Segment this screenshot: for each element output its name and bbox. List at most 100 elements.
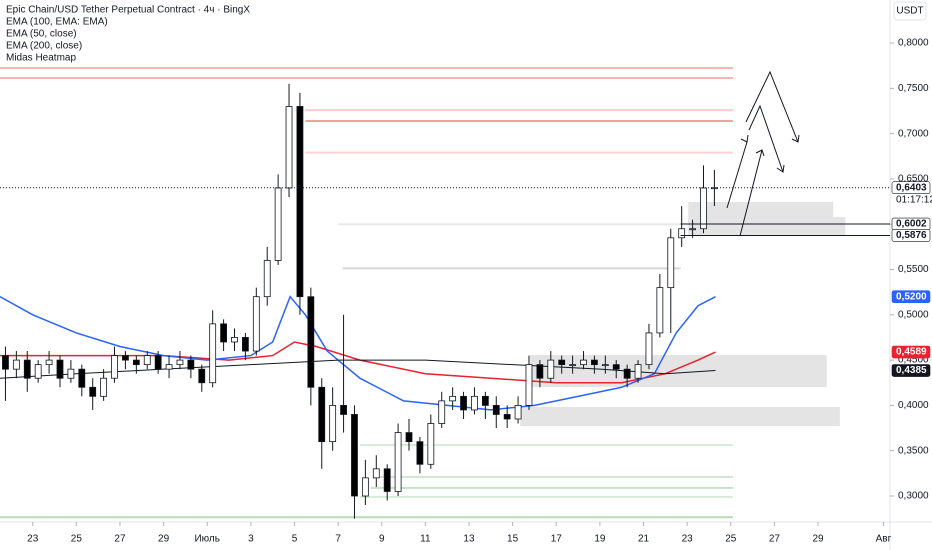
candle-body	[296, 106, 304, 298]
y-tick-label: 0,5500	[898, 264, 929, 275]
candle-body	[2, 355, 9, 370]
candle-body	[285, 106, 293, 189]
candle-body	[634, 364, 642, 379]
chart-title: Epic Chain/USD Tether Perpetual Contract…	[6, 5, 250, 16]
candle-body	[209, 323, 217, 384]
price-label-box	[891, 364, 931, 377]
candle-body	[525, 364, 533, 406]
candle-body	[514, 405, 522, 420]
arrow-head	[791, 134, 800, 143]
candle-body	[100, 377, 108, 397]
candle-body	[569, 364, 577, 367]
candle-body	[45, 359, 53, 366]
arrow-head	[776, 164, 785, 173]
y-tick-label: 0,3000	[898, 491, 929, 502]
candle-body	[89, 386, 97, 397]
candle-body	[612, 364, 620, 370]
x-tick-label: 7	[335, 534, 341, 545]
x-tick-label: 9	[379, 534, 385, 545]
projection-line	[726, 141, 748, 209]
candle-body	[307, 296, 315, 388]
candle-body	[67, 368, 75, 379]
y-tick-label: 0,3500	[898, 445, 929, 456]
price-label: 0,5200	[896, 291, 927, 302]
x-tick-label: 29	[812, 534, 824, 545]
candle-layer	[2, 83, 718, 519]
legend-entry[interactable]: Midas Heatmap	[6, 53, 76, 64]
candle-body	[78, 368, 86, 388]
candle-body	[667, 237, 675, 289]
candle-body	[481, 395, 489, 406]
heatmap-layer	[0, 67, 846, 519]
y-tick-label: 0,7500	[898, 83, 929, 94]
currency-box[interactable]	[893, 1, 927, 21]
heat-zone	[520, 407, 840, 426]
candle-body	[383, 468, 391, 492]
candle-body	[438, 400, 446, 424]
candle-body	[547, 359, 555, 379]
y-tick-label: 0,4500	[898, 355, 929, 366]
candle-body	[394, 432, 402, 492]
candle-body	[503, 414, 511, 420]
candle-body	[492, 405, 500, 415]
x-tick-label: 27	[769, 534, 781, 545]
candle-body	[645, 332, 653, 366]
candle-body	[689, 228, 696, 231]
candle-body	[231, 337, 238, 343]
legend: Epic Chain/USD Tether Perpetual Contract…	[6, 5, 250, 64]
candle-body	[198, 368, 206, 384]
x-tick-label: 17	[551, 534, 563, 545]
y-tick-label: 0,8000	[898, 38, 929, 49]
currency[interactable]: USDT	[896, 6, 923, 17]
countdown: 01:17:12	[896, 194, 932, 205]
candle-body	[242, 337, 249, 352]
candle-body	[34, 364, 42, 379]
candle-body	[12, 359, 20, 370]
projection-drawings	[726, 70, 800, 237]
candle-body	[361, 477, 369, 497]
candle-body	[656, 287, 664, 334]
candle-body	[460, 395, 467, 411]
x-tick-label: 23	[27, 534, 39, 545]
candle-body	[678, 228, 686, 239]
price-label: 0,4385	[896, 365, 927, 376]
price-label: 0,6002	[896, 219, 927, 230]
candle-body	[372, 468, 380, 479]
candle-body	[405, 432, 413, 443]
candle-body	[449, 395, 457, 402]
candle-body	[318, 386, 326, 443]
price-label: 0,4589	[896, 347, 927, 358]
legend-entry[interactable]: EMA (50, close)	[6, 29, 77, 40]
candle-body	[23, 359, 31, 379]
x-tick-label: Июль	[194, 534, 220, 545]
x-tick-label: 19	[594, 534, 606, 545]
projection-line	[745, 70, 799, 143]
candle-body	[416, 441, 424, 465]
candle-body	[176, 359, 184, 366]
x-tick-label: 27	[114, 534, 126, 545]
candle-body	[143, 355, 151, 366]
price-label-box	[891, 290, 931, 303]
y-tick-label: 0,7000	[898, 128, 929, 139]
x-tick-label: 29	[158, 534, 170, 545]
projection-line	[748, 104, 784, 173]
x-tick-label: 11	[420, 534, 431, 545]
candle-body	[601, 364, 609, 367]
candle-body	[351, 414, 358, 497]
legend-entry[interactable]: EMA (100, EMA: EMA)	[6, 17, 108, 28]
arrow-head	[740, 134, 749, 143]
price-label-box	[891, 229, 931, 242]
candle-body	[580, 359, 587, 366]
candle-body	[122, 355, 129, 361]
legend-entry[interactable]: EMA (200, close)	[6, 41, 82, 52]
candle-body	[700, 187, 707, 230]
x-tick-label: 13	[463, 534, 475, 545]
heat-zone	[530, 355, 827, 388]
y-tick-label: 0,4000	[898, 400, 929, 411]
price-label-box	[891, 345, 931, 359]
x-tick-label: 23	[682, 534, 694, 545]
candle-body	[263, 260, 271, 298]
candle-body	[471, 395, 478, 411]
